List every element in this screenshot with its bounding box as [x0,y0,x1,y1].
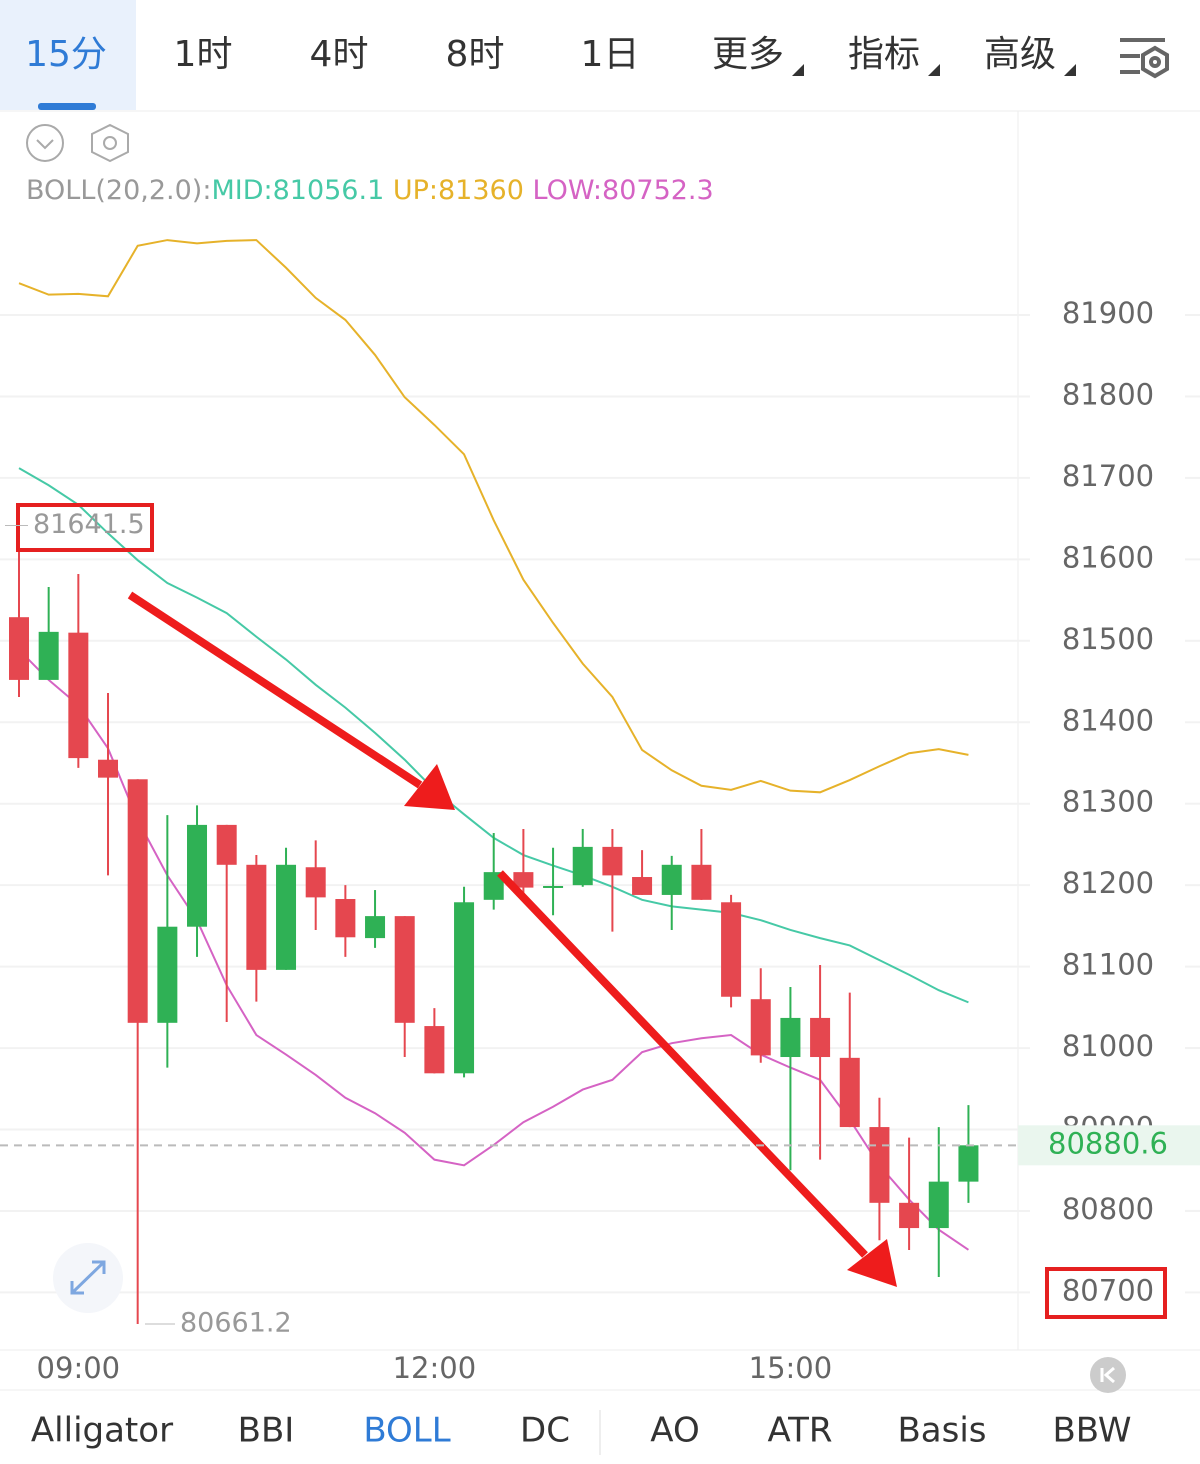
timeframe-tab[interactable]: 8时 [446,34,505,75]
indicator-tab[interactable]: Basis [897,1411,986,1451]
indicator-tab[interactable]: BBW [1052,1411,1131,1451]
y-tick-label: 81100 [1062,948,1154,982]
hex-settings-icon[interactable] [91,123,129,163]
candle-body [127,779,148,1023]
y-tick-label: 80800 [1062,1192,1154,1226]
indicator-tab[interactable]: BOLL [363,1411,450,1451]
menu-tab[interactable]: 指标 [848,34,920,75]
boll-line [18,467,969,1004]
candle-body [661,864,682,895]
candle-body [9,617,29,680]
boll-line [18,239,969,794]
x-tick-label: 12:00 [393,1351,477,1385]
menu-tab[interactable]: 高级 [984,34,1056,75]
candle-body [721,902,742,997]
candle-body [750,999,771,1056]
candle-body [869,1127,890,1203]
candle-body [691,864,712,900]
indicator-tab[interactable]: Alligator [31,1411,173,1451]
indicator-legend: BOLL(20,2.0):MID:81056.1 UP:81360 LOW:80… [26,175,714,206]
last-price-label: 80880.6 [1048,1126,1168,1160]
y-tick-label: 81000 [1062,1029,1154,1063]
dropdown-marker [1064,64,1076,76]
candle-body [958,1145,979,1182]
candle-body [839,1057,860,1128]
low-label: 80661.2 [180,1308,292,1339]
candle-body [513,872,534,888]
candle-body [394,916,415,1023]
candle-body [810,1017,831,1058]
highlight-box [16,503,154,552]
y-tick-label: 81400 [1062,703,1154,737]
candle-body [187,824,208,927]
candle-body [899,1202,920,1229]
candle-body [38,631,59,680]
active-tab-bg [0,0,136,110]
candle-body [632,877,653,895]
legend-name: BOLL(20,2.0): [26,175,211,206]
legend-gap [384,175,393,206]
x-tick-label: 15:00 [749,1351,833,1385]
timeframe-tab[interactable]: 4时 [310,34,369,75]
candle-body [483,872,504,900]
candle-body [98,759,119,778]
timeframe-tab[interactable]: 15分 [25,34,107,75]
dropdown-marker [928,64,940,76]
indicator-tab[interactable]: ATR [767,1411,832,1451]
candle-body [928,1181,949,1229]
dropdown-marker [792,64,804,76]
legend-label: UP: [393,175,438,206]
legend-value: 81056.1 [273,175,385,206]
candle-body [68,632,89,759]
indicator-tab[interactable]: BBI [238,1411,295,1451]
timeframe-tab[interactable]: 1时 [174,34,233,75]
menu-tab[interactable]: 更多 [712,34,784,75]
legend-value: 80752.3 [602,175,714,206]
y-tick-label: 81800 [1062,377,1154,411]
candle-body [424,1026,445,1074]
candle-body [454,902,475,1074]
candle-body [157,926,178,1023]
x-tick-label: 09:00 [37,1351,121,1385]
legend-gap [524,175,533,206]
y-tick-label: 81900 [1062,296,1154,330]
collapse-icon[interactable] [26,124,64,162]
candle-body [543,885,564,888]
y-tick-label: 81600 [1062,540,1154,574]
legend-label: LOW: [532,175,602,206]
last-price-bg [1018,1125,1200,1166]
candle-body [335,899,356,938]
candle-body [276,864,297,970]
candle-body [305,867,326,898]
candle-body [246,864,267,970]
candle-body [602,846,623,876]
y-tick-label: 81200 [1062,866,1154,900]
trend-arrow [127,591,897,1287]
y-tick-label: 81700 [1062,459,1154,493]
settings-icon[interactable] [1120,38,1169,79]
scroll-latest-button[interactable] [1090,1357,1126,1393]
legend-value: 81360 [438,175,524,206]
expand-button[interactable] [53,1243,123,1313]
candle-body [216,824,237,865]
y-tick-label: 81300 [1062,785,1154,819]
candle-body [572,846,593,886]
highlight-box [1045,1267,1167,1319]
high-label: 81641.5 [33,509,145,540]
timeframe-tab[interactable]: 1日 [581,34,640,75]
legend-label: MID: [211,175,272,206]
indicator-tab[interactable]: AO [650,1411,699,1451]
candle-body [780,1017,801,1058]
y-tick-label: 80700 [1062,1273,1154,1307]
indicator-tab[interactable]: DC [520,1411,570,1451]
active-tab-indicator [38,103,96,110]
y-tick-label: 81500 [1062,622,1154,656]
candle-body [365,916,386,939]
